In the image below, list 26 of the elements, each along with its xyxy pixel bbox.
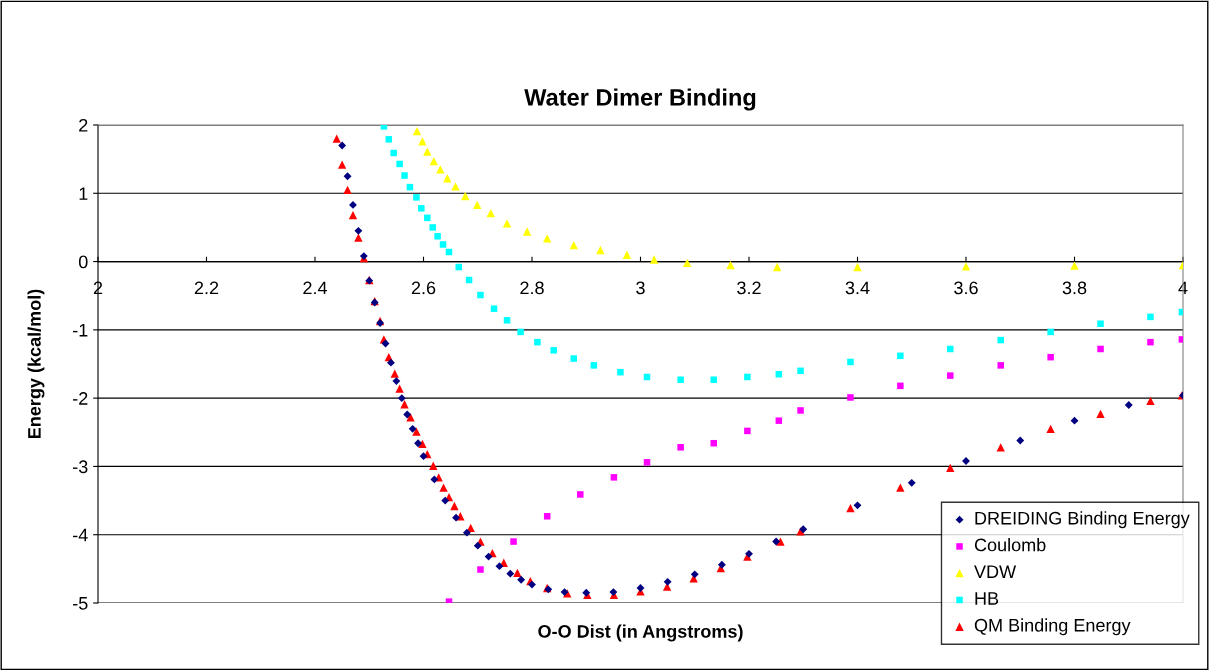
x-tick-label: 2.4 [303, 281, 328, 295]
legend-label: VDW [974, 565, 1017, 578]
y-tick-label: 2 [79, 118, 88, 132]
x-tick-label: 3 [636, 281, 645, 295]
x-tick-label: 4 [1178, 281, 1188, 295]
y-tick-label: -3 [73, 460, 88, 474]
x-tick-label: 3.6 [954, 281, 978, 295]
y-tick-label: -2 [73, 392, 88, 405]
x-tick-label: 2.8 [520, 281, 544, 295]
x-tick-label: 2.6 [411, 281, 436, 295]
y-tick-label: 1 [79, 187, 88, 200]
y-axis-title: Energy (kcal/mol) [27, 289, 45, 439]
x-tick-label: 3.4 [845, 281, 870, 295]
x-axis-title: O-O Dist (in Angstroms) [538, 624, 743, 642]
x-tick-label: 2.2 [194, 281, 219, 295]
y-tick-label: 0 [78, 255, 88, 269]
y-tick-label: -4 [73, 528, 88, 542]
x-tick-label: 3.8 [1062, 281, 1087, 295]
legend-label: DREIDING Binding Energy [975, 511, 1190, 529]
y-tick-label: -5 [73, 597, 88, 610]
legend-label: HB [975, 592, 999, 605]
chart-title: Water Dimer Binding [524, 88, 756, 111]
x-tick-label: 3.2 [737, 281, 761, 295]
legend-label: Coulomb [974, 538, 1046, 552]
legend-label: QM Binding Energy [974, 618, 1131, 636]
y-tick-label: -1 [73, 323, 88, 337]
